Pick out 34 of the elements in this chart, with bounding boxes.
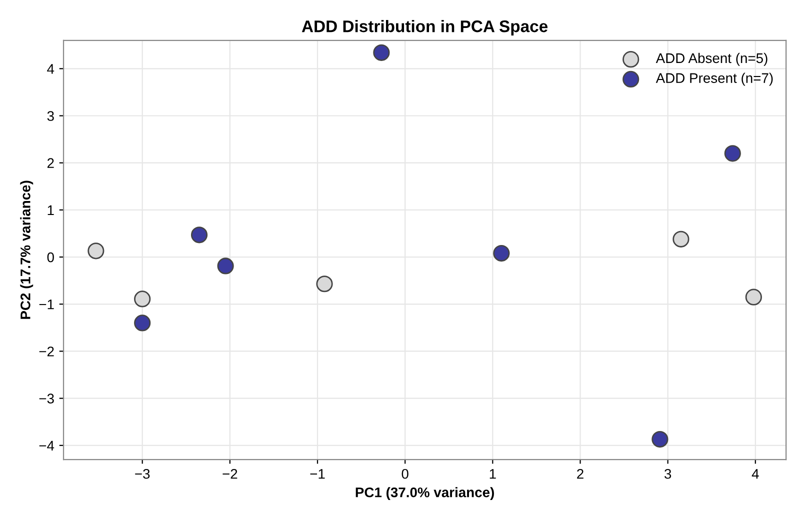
x-tick-label: −3 <box>135 468 150 479</box>
y-tick-label: 3 <box>47 111 54 121</box>
y-tick-label: −2 <box>39 346 54 356</box>
point <box>745 288 762 306</box>
x-tick-label: 3 <box>664 468 672 479</box>
x-tick-label: −2 <box>222 468 238 479</box>
x-tick-label: 1 <box>490 469 496 479</box>
y-tick-label: −3 <box>39 394 54 404</box>
x-axis-title: PC1 (37.0% variance) <box>356 487 494 500</box>
point <box>134 290 151 308</box>
y-tick-label: 4 <box>47 64 54 74</box>
point <box>88 242 104 260</box>
y-axis-title: PC2 (17.7% variance) <box>20 180 34 319</box>
point <box>493 244 510 262</box>
y-tick-label: 0 <box>47 252 54 262</box>
point <box>724 145 741 162</box>
y-tick-label: −4 <box>39 440 54 450</box>
legend-label: ADD Present (n=7) <box>656 72 773 86</box>
x-tick-label: 2 <box>577 468 584 479</box>
x-tick-label: 4 <box>752 469 759 479</box>
point <box>134 314 151 332</box>
point <box>217 258 234 274</box>
point <box>373 44 390 61</box>
x-tick-label: −1 <box>310 469 325 479</box>
y-tick-label: 2 <box>47 158 54 168</box>
chart-title: ADD Distribution in PCA Space <box>302 20 548 36</box>
point <box>316 276 333 292</box>
point <box>672 230 690 248</box>
y-tick-label: 1 <box>48 205 54 215</box>
legend-label: ADD Absent (n=5) <box>656 52 768 66</box>
y-tick-label: −1 <box>39 300 54 310</box>
x-tick-label: 0 <box>402 468 408 479</box>
point <box>652 430 668 448</box>
point <box>190 226 208 244</box>
